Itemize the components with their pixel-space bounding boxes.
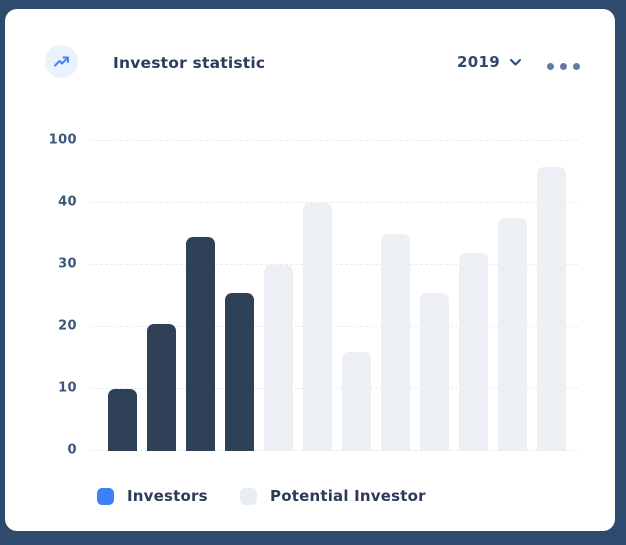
gridline-20 xyxy=(90,326,578,327)
potential-investor-swatch xyxy=(240,487,257,505)
gridline-10 xyxy=(90,388,578,389)
y-axis-label-100: 100 xyxy=(48,132,77,148)
y-axis-label-20: 20 xyxy=(58,318,77,334)
year-value: 2019 xyxy=(457,53,500,71)
legend-item-investors[interactable]: Investors xyxy=(97,486,208,506)
gridline-100 xyxy=(90,140,578,141)
y-axis-label-30: 30 xyxy=(58,256,77,272)
bar-potential-investor-8 xyxy=(381,234,410,451)
legend-label-investors: Investors xyxy=(127,487,208,505)
bar-investors-3 xyxy=(186,237,215,451)
bar-potential-investor-10 xyxy=(459,253,488,451)
chevron-down-icon xyxy=(509,58,521,65)
gridline-40 xyxy=(90,202,578,203)
more-options-button[interactable] xyxy=(545,59,582,74)
bar-potential-investor-7 xyxy=(342,352,371,451)
bar-potential-investor-12 xyxy=(537,167,566,451)
bar-potential-investor-11 xyxy=(498,218,527,451)
legend-item-potential-investor[interactable]: Potential Investor xyxy=(240,486,426,506)
bar-investors-1 xyxy=(108,389,137,451)
y-axis-label-0: 0 xyxy=(67,442,77,458)
year-dropdown[interactable]: 2019 xyxy=(457,53,522,71)
bar-potential-investor-9 xyxy=(420,293,449,451)
gridline-30 xyxy=(90,264,578,265)
bar-potential-investor-5 xyxy=(264,265,293,451)
trend-up-icon-glyph xyxy=(53,56,69,66)
kebab-menu-icon xyxy=(560,63,567,70)
card-title: Investor statistic xyxy=(113,54,266,72)
y-axis-label-10: 10 xyxy=(58,380,77,396)
legend-label-potential-investor: Potential Investor xyxy=(270,487,426,505)
y-axis-label-40: 40 xyxy=(58,194,77,210)
bar-investors-4 xyxy=(225,293,254,451)
bar-chart: 0 10 20 30 40 100 xyxy=(5,9,615,531)
investors-swatch xyxy=(97,487,114,505)
kebab-menu-icon xyxy=(573,63,580,70)
investor-statistic-card: Investor statistic 2019 0 10 20 30 40 100 Inv… xyxy=(5,9,615,531)
bar-potential-investor-6 xyxy=(303,203,332,451)
kebab-menu-icon xyxy=(547,63,554,70)
bar-investors-2 xyxy=(147,324,176,451)
trend-up-icon xyxy=(45,45,78,78)
gridline-0 xyxy=(90,450,578,451)
